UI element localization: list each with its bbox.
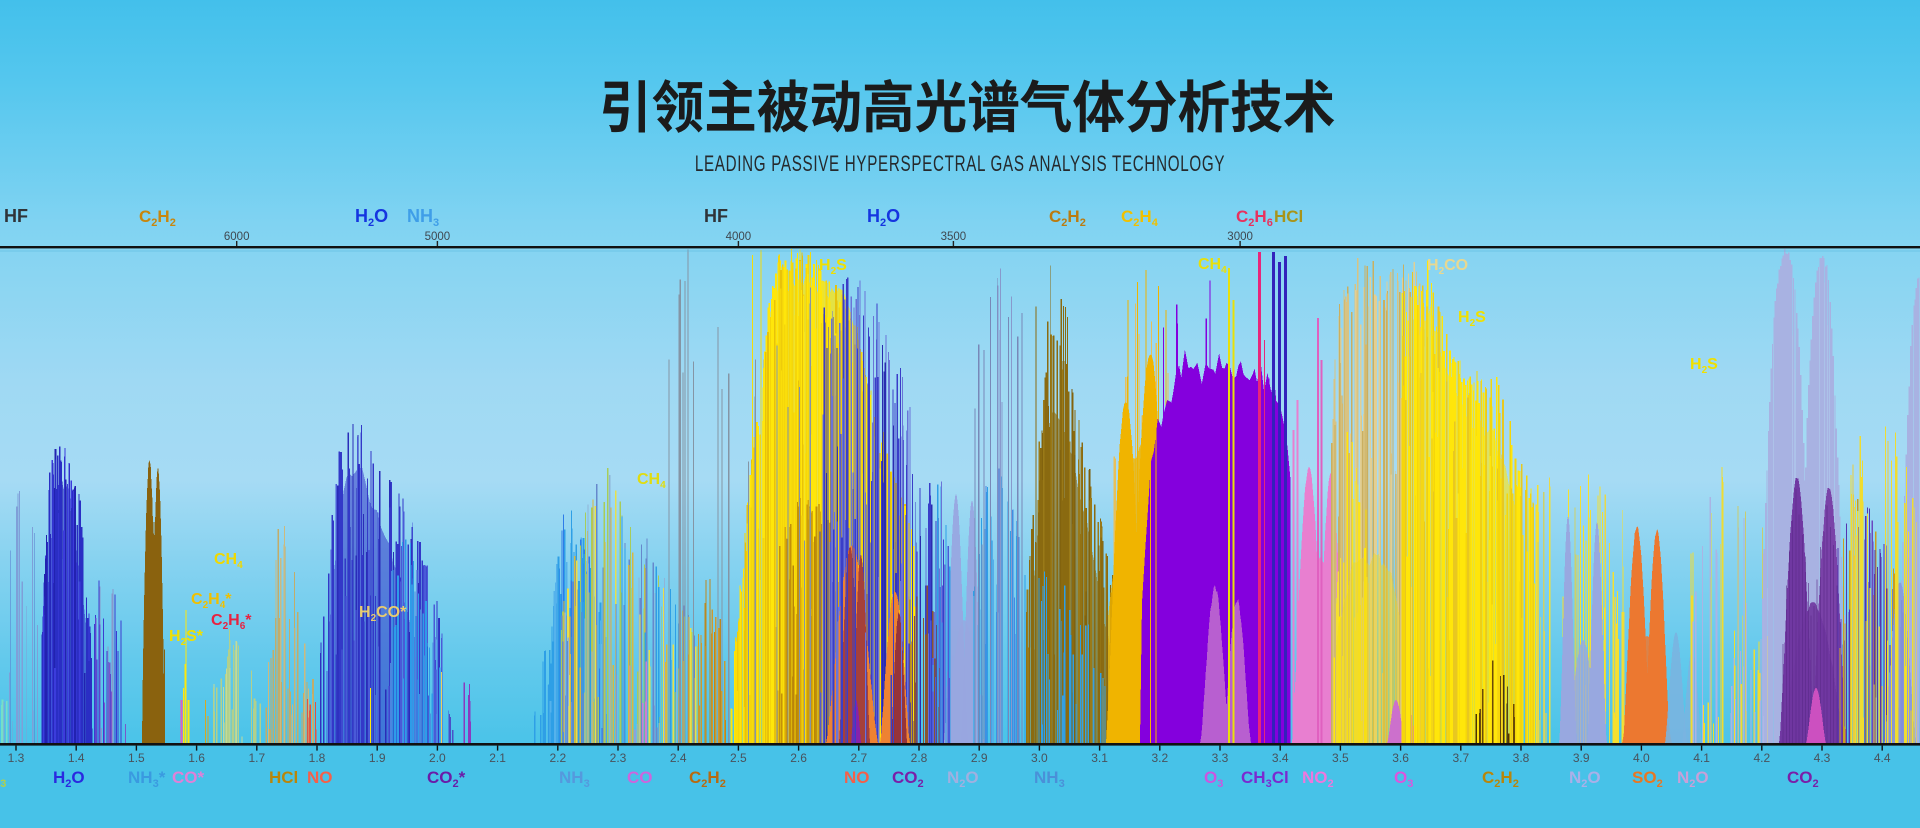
svg-text:CH4: CH4 [214,551,243,571]
svg-text:3.7: 3.7 [1452,751,1469,765]
svg-text:1.5: 1.5 [128,751,145,765]
svg-text:2.8: 2.8 [911,751,928,765]
svg-text:H2CO*: H2CO* [359,604,407,624]
svg-text:3.0: 3.0 [1031,751,1048,765]
svg-text:2.1: 2.1 [489,751,506,765]
svg-text:H2S: H2S [1690,356,1718,376]
svg-text:C2H6: C2H6 [1236,207,1273,229]
svg-text:O3: O3 [1394,768,1413,790]
svg-text:H2O: H2O [867,206,900,229]
svg-text:H2S*: H2S* [169,628,204,648]
svg-text:2.4: 2.4 [670,751,687,765]
svg-text:NH3: NH3 [1034,768,1065,790]
svg-text:1.8: 1.8 [309,751,326,765]
svg-text:1.4: 1.4 [68,751,85,765]
svg-text:3.4: 3.4 [1272,751,1289,765]
svg-text:CH3Cl: CH3Cl [1241,768,1289,790]
svg-text:3500: 3500 [941,231,967,243]
svg-text:2.3: 2.3 [610,751,627,765]
svg-text:2.5: 2.5 [730,751,747,765]
svg-text:2.6: 2.6 [790,751,807,765]
svg-text:N2O: N2O [947,768,979,790]
svg-text:C2H6*: C2H6* [211,612,252,632]
svg-text:H2CO: H2CO [1427,257,1468,277]
svg-text:H2O: H2O [53,768,85,790]
svg-text:3.1: 3.1 [1091,751,1108,765]
svg-text:CO2: CO2 [1787,768,1819,790]
svg-text:2.7: 2.7 [850,751,867,765]
svg-text:4.2: 4.2 [1753,751,1770,765]
svg-text:3.9: 3.9 [1573,751,1590,765]
svg-text:5000: 5000 [425,231,451,243]
svg-text:C2H4: C2H4 [1121,207,1159,229]
svg-text:H2O: H2O [355,206,388,229]
svg-text:3.6: 3.6 [1392,751,1409,765]
svg-text:C2H2: C2H2 [139,207,176,229]
svg-text:3.3: 3.3 [1212,751,1229,765]
svg-text:CO2*: CO2* [427,768,466,790]
svg-text:HF: HF [4,206,28,226]
svg-text:1.9: 1.9 [369,751,386,765]
svg-text:SO2: SO2 [1632,768,1663,790]
svg-text:4.4: 4.4 [1874,751,1891,765]
svg-text:CO2: CO2 [892,768,924,790]
svg-text:C2H2: C2H2 [1049,207,1086,229]
svg-text:H2S: H2S [819,257,847,277]
svg-text:NO2: NO2 [1302,768,1334,790]
svg-text:CO: CO [627,768,653,787]
svg-text:6000: 6000 [224,231,250,243]
svg-text:3000: 3000 [1227,231,1253,243]
svg-text:3.8: 3.8 [1513,751,1530,765]
svg-text:4.3: 4.3 [1814,751,1831,765]
svg-text:CH4: CH4 [637,471,666,491]
svg-text:C2H4*: C2H4* [191,591,232,611]
svg-text:N2O: N2O [1677,768,1709,790]
svg-text:NH3: NH3 [407,206,439,229]
svg-text:2.2: 2.2 [549,751,566,765]
svg-text:NH3*: NH3* [128,768,166,790]
svg-text:HCl: HCl [1274,207,1303,226]
svg-text:1.7: 1.7 [248,751,265,765]
svg-text:4.1: 4.1 [1693,751,1710,765]
svg-text:C2H2: C2H2 [689,768,726,790]
svg-text:NO: NO [307,768,333,787]
svg-text:O3: O3 [0,768,6,790]
svg-text:NO: NO [844,768,870,787]
svg-text:3.2: 3.2 [1151,751,1168,765]
svg-text:1.6: 1.6 [188,751,205,765]
svg-text:O3: O3 [1204,768,1223,790]
svg-text:1.3: 1.3 [8,751,25,765]
svg-text:H2S: H2S [1458,309,1486,329]
svg-text:4000: 4000 [726,231,752,243]
svg-text:4.0: 4.0 [1633,751,1650,765]
svg-text:NH3: NH3 [559,768,590,790]
svg-text:HCl: HCl [269,768,298,787]
svg-text:2.9: 2.9 [971,751,988,765]
svg-text:N2O: N2O [1569,768,1601,790]
svg-text:CH4: CH4 [1198,256,1227,276]
svg-text:CO*: CO* [172,768,205,787]
svg-text:3.5: 3.5 [1332,751,1349,765]
svg-text:HF: HF [704,206,728,226]
svg-text:2.0: 2.0 [429,751,446,765]
svg-text:C2H2: C2H2 [1482,768,1519,790]
